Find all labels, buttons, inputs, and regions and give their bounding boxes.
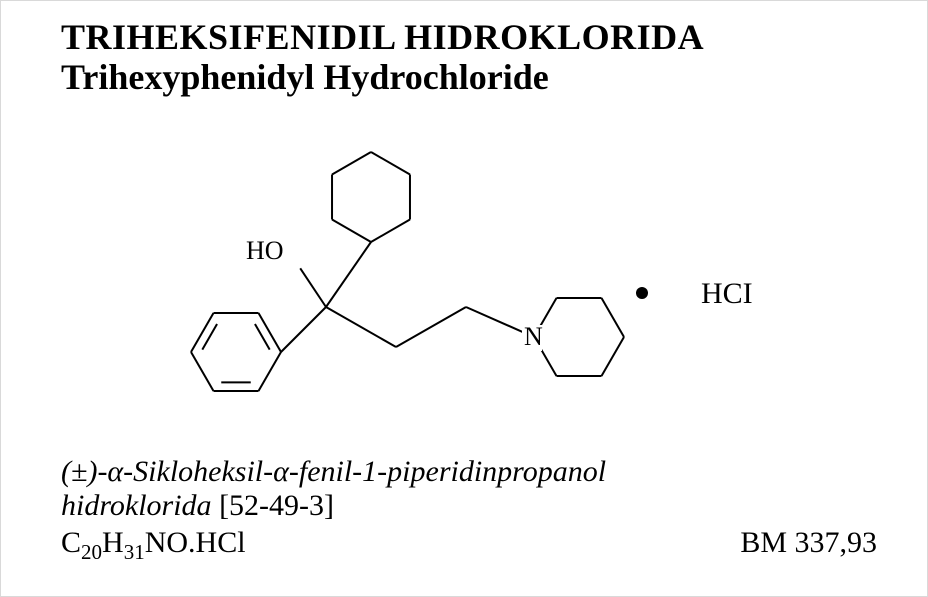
compound-title-english: Trihexyphenidyl Hydrochloride (61, 59, 877, 97)
monograph-card: TRIHEKSIFENIDIL HIDROKLORIDA Trihexyphen… (0, 0, 928, 597)
mw-value: 337,93 (795, 526, 878, 559)
cas-number: [52-49-3] (219, 489, 334, 522)
molecular-weight: BM 337,93 (740, 526, 877, 560)
structure-svg: HO N (146, 127, 706, 427)
svg-text:HO: HO (246, 236, 284, 265)
svg-text:N: N (524, 322, 543, 351)
iupac-name: (±)-α-Sikloheksil-α-fenil-1-piperidinpro… (61, 455, 877, 524)
compound-title-local: TRIHEKSIFENIDIL HIDROKLORIDA (61, 19, 877, 57)
salt-dot-icon (636, 287, 648, 299)
salt-counterion-label: HCI (701, 277, 753, 311)
mw-label: BM (740, 526, 787, 559)
molecular-formula: C20H31NO.HCl (61, 526, 246, 565)
iupac-line-2: hidroklorida (61, 489, 212, 522)
iupac-line-1: (±)-α-Sikloheksil-α-fenil-1-piperidinpro… (61, 455, 606, 488)
structure-bonds (191, 152, 624, 391)
chemical-structure-diagram: HO N HCI (61, 127, 877, 427)
formula-row: C20H31NO.HCl BM 337,93 (61, 526, 877, 565)
structure-labels: HO N (246, 236, 543, 351)
